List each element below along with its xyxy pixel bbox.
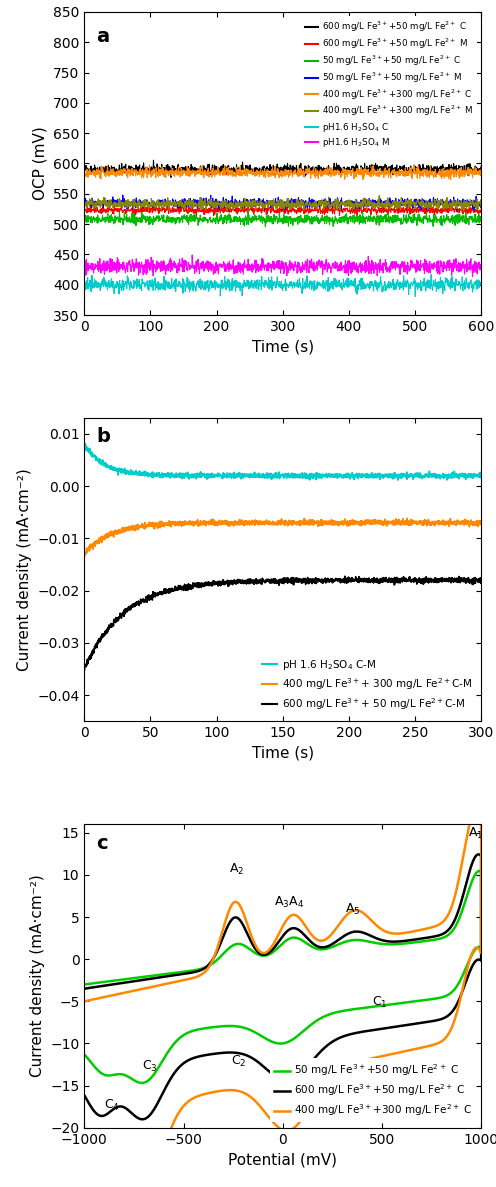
Text: c: c bbox=[96, 833, 108, 852]
Text: A$_1$: A$_1$ bbox=[468, 826, 484, 842]
Text: A$_2$: A$_2$ bbox=[230, 862, 245, 877]
X-axis label: Potential (mV): Potential (mV) bbox=[228, 1153, 337, 1167]
X-axis label: Time (s): Time (s) bbox=[251, 745, 314, 761]
Text: C$_1$: C$_1$ bbox=[372, 995, 388, 1010]
Text: A$_3$A$_4$: A$_3$A$_4$ bbox=[274, 895, 304, 910]
X-axis label: Time (s): Time (s) bbox=[251, 339, 314, 355]
Legend: pH 1.6 H$_2$SO$_4$ C-M, 400 mg/L Fe$^{3+}$+ 300 mg/L Fe$^{2+}$C-M, 600 mg/L Fe$^: pH 1.6 H$_2$SO$_4$ C-M, 400 mg/L Fe$^{3+… bbox=[257, 654, 476, 716]
Y-axis label: OCP (mV): OCP (mV) bbox=[33, 127, 48, 201]
Y-axis label: Current density (mA·cm⁻²): Current density (mA·cm⁻²) bbox=[16, 469, 32, 671]
Text: b: b bbox=[96, 427, 110, 446]
Text: a: a bbox=[96, 27, 109, 46]
Text: C$_3$: C$_3$ bbox=[142, 1059, 158, 1074]
Legend: 600 mg/L Fe$^{3+}$+50 mg/L Fe$^{2+}$ C, 600 mg/L Fe$^{3+}$+50 mg/L Fe$^{2+}$ M, : 600 mg/L Fe$^{3+}$+50 mg/L Fe$^{2+}$ C, … bbox=[302, 17, 477, 153]
Text: A$_5$: A$_5$ bbox=[345, 902, 361, 918]
Text: C$_4$: C$_4$ bbox=[104, 1098, 120, 1113]
Y-axis label: Current density (mA·cm⁻²): Current density (mA·cm⁻²) bbox=[30, 875, 45, 1078]
Legend: 50 mg/L Fe$^{3+}$+50 mg/L Fe$^{2+}$ C, 600 mg/L Fe$^{3+}$+50 mg/L Fe$^{2+}$ C, 4: 50 mg/L Fe$^{3+}$+50 mg/L Fe$^{2+}$ C, 6… bbox=[270, 1059, 476, 1123]
Text: C$_2$: C$_2$ bbox=[231, 1054, 247, 1068]
